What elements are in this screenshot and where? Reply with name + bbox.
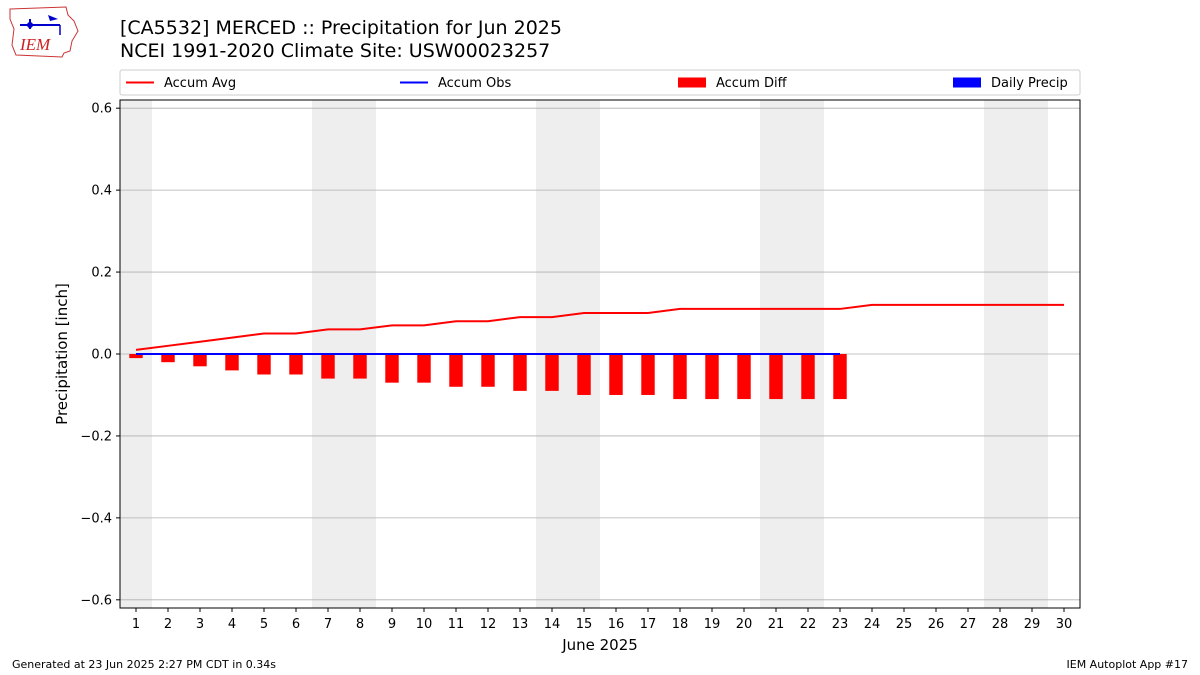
x-tick-label: 17 bbox=[640, 617, 657, 632]
x-axis-ticks: 1 2 3 4 5 6 7 8 9 10 11 12 13 14 15 16 17 18 19 20 21 22 23 24 2… bbox=[132, 608, 1072, 632]
x-tick-label: 24 bbox=[864, 617, 881, 632]
x-tick-label: 26 bbox=[928, 617, 945, 632]
x-tick-label: 12 bbox=[480, 617, 497, 632]
x-tick-label: 22 bbox=[800, 617, 817, 632]
y-axis-ticks: −0.6 −0.4 −0.2 0.0 0.2 0.4 0.6 bbox=[80, 102, 120, 608]
accum-diff-bar bbox=[289, 354, 303, 375]
accum-diff-bar bbox=[353, 354, 367, 379]
accum-diff-bar bbox=[193, 354, 207, 367]
x-tick-label: 30 bbox=[1056, 617, 1073, 632]
accum-diff-bar bbox=[225, 354, 239, 371]
accum-diff-bar bbox=[161, 354, 175, 363]
accum-diff-bar bbox=[257, 354, 271, 375]
x-tick-label: 16 bbox=[608, 617, 625, 632]
y-tick-label: 0.2 bbox=[91, 266, 112, 281]
x-tick-label: 6 bbox=[292, 617, 300, 632]
legend-box bbox=[119, 69, 1081, 96]
chart-subtitle: NCEI 1991-2020 Climate Site: USW00023257 bbox=[120, 40, 551, 62]
x-axis-label: June 2025 bbox=[561, 636, 638, 654]
x-tick-label: 9 bbox=[388, 617, 396, 632]
accum-diff-bar bbox=[641, 354, 655, 395]
legend: Accum Avg Accum Obs Accum Diff Daily Precip bbox=[119, 69, 1081, 96]
legend-swatch-daily-precip bbox=[953, 77, 981, 88]
logo-text: IEM bbox=[19, 35, 51, 54]
accum-diff-bar bbox=[129, 354, 143, 359]
accum-diff-bars bbox=[129, 354, 847, 400]
x-tick-label: 25 bbox=[896, 617, 913, 632]
accum-diff-bar bbox=[705, 354, 719, 400]
legend-label: Accum Obs bbox=[438, 76, 511, 91]
y-tick-label: 0.4 bbox=[91, 184, 112, 199]
app-label: IEM Autoplot App #17 bbox=[1066, 658, 1189, 671]
chart-title: [CA5532] MERCED :: Precipitation for Jun… bbox=[120, 17, 562, 39]
x-tick-label: 14 bbox=[544, 617, 561, 632]
x-tick-label: 2 bbox=[164, 617, 172, 632]
legend-swatch-accum-diff bbox=[678, 77, 706, 88]
generated-timestamp: Generated at 23 Jun 2025 2:27 PM CDT in … bbox=[12, 658, 277, 671]
series-lines bbox=[135, 303, 1064, 355]
y-axis-label: Precipitation [inch] bbox=[53, 283, 71, 425]
x-tick-label: 11 bbox=[448, 617, 465, 632]
accum-diff-bar bbox=[833, 354, 847, 400]
x-tick-label: 20 bbox=[736, 617, 753, 632]
x-tick-label: 18 bbox=[672, 617, 689, 632]
accum-diff-bar bbox=[449, 354, 463, 387]
x-tick-label: 29 bbox=[1024, 617, 1041, 632]
legend-label: Accum Diff bbox=[716, 76, 788, 91]
accum-avg-line bbox=[135, 303, 1064, 351]
accum-diff-bar bbox=[481, 354, 495, 387]
y-tick-label: −0.6 bbox=[80, 593, 112, 608]
x-tick-label: 8 bbox=[356, 617, 364, 632]
x-tick-label: 10 bbox=[416, 617, 433, 632]
x-tick-label: 21 bbox=[768, 617, 785, 632]
accum-diff-bar bbox=[321, 354, 335, 379]
x-tick-label: 28 bbox=[992, 617, 1009, 632]
x-tick-label: 7 bbox=[324, 617, 332, 632]
accum-diff-bar bbox=[737, 354, 751, 400]
y-tick-label: 0.0 bbox=[91, 348, 112, 363]
accum-diff-bar bbox=[673, 354, 687, 400]
accum-diff-bar bbox=[513, 354, 527, 391]
iem-logo: IEM bbox=[8, 5, 80, 59]
accum-diff-bar bbox=[769, 354, 783, 400]
x-tick-label: 19 bbox=[704, 617, 721, 632]
y-tick-label: −0.4 bbox=[80, 511, 112, 526]
y-tick-label: 0.6 bbox=[91, 102, 112, 117]
accum-diff-bar bbox=[545, 354, 559, 391]
x-tick-label: 1 bbox=[132, 617, 140, 632]
accum-diff-bar bbox=[417, 354, 431, 383]
accum-diff-bar bbox=[609, 354, 623, 395]
legend-label: Daily Precip bbox=[991, 76, 1068, 91]
x-tick-label: 4 bbox=[228, 617, 236, 632]
accum-diff-bar bbox=[801, 354, 815, 400]
y-tick-label: −0.2 bbox=[80, 429, 112, 444]
x-tick-label: 5 bbox=[260, 617, 268, 632]
x-tick-label: 23 bbox=[832, 617, 849, 632]
x-tick-label: 13 bbox=[512, 617, 529, 632]
x-tick-label: 15 bbox=[576, 617, 593, 632]
x-tick-label: 27 bbox=[960, 617, 977, 632]
accum-diff-bar bbox=[577, 354, 591, 395]
x-tick-label: 3 bbox=[196, 617, 204, 632]
accum-diff-bar bbox=[385, 354, 399, 383]
legend-label: Accum Avg bbox=[164, 76, 236, 91]
